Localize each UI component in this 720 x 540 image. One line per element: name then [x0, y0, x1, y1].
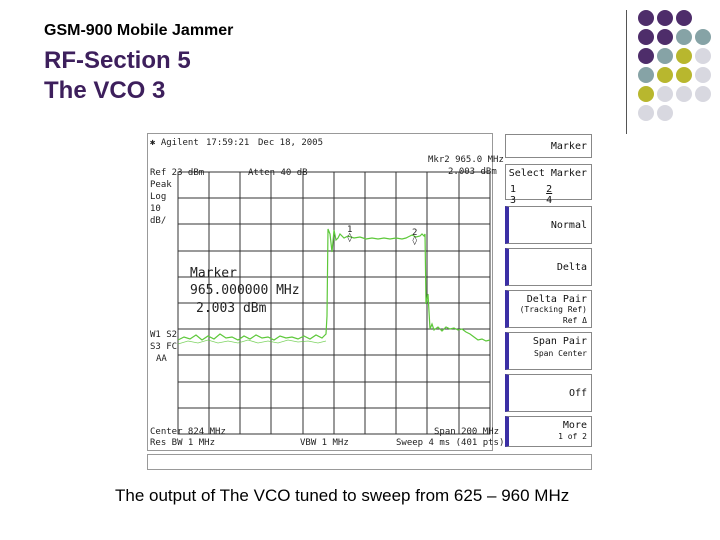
analyzer-mkr-value: 2.003 dBm — [448, 167, 497, 177]
slide-title: RF-Section 5 The VCO 3 — [44, 46, 191, 106]
analyzer-unit-label: dB/ — [150, 216, 167, 226]
analyzer-side-label: AA — [156, 354, 167, 364]
softkey-label: Delta — [556, 262, 587, 273]
decor-dot — [657, 105, 673, 121]
analyzer-scale-label: 10 — [150, 204, 161, 214]
analyzer-res-bw: Res BW 1 MHz — [150, 438, 216, 448]
softkey-options: Ref Δ — [562, 316, 587, 325]
decor-dot — [695, 86, 711, 102]
marker1-label: 1 — [347, 225, 353, 235]
softkey-sublabel: (Tracking Ref) — [519, 305, 587, 314]
softkey-sublabel: 1 of 2 — [558, 432, 587, 441]
decor-dot — [657, 48, 673, 64]
softkey-off[interactable]: Off — [505, 374, 592, 412]
decor-dot — [638, 86, 654, 102]
select-option-3[interactable]: 3 — [510, 195, 517, 206]
softkey-label: Off — [568, 388, 587, 399]
decor-dot — [638, 29, 654, 45]
decor-dot-grid — [638, 10, 718, 134]
marker-info-title: Marker — [190, 266, 237, 281]
analyzer-peak-label: Peak — [150, 180, 172, 190]
softkey-label: More — [562, 420, 587, 431]
decor-dot — [657, 86, 673, 102]
decor-dot — [676, 10, 692, 26]
select-option-1[interactable]: 1 — [510, 184, 517, 195]
analyzer-side-label: W1 S2 — [150, 330, 178, 340]
decor-dot — [695, 67, 711, 83]
marker2-symbol: ◊ — [412, 236, 418, 246]
softkey-label: Delta Pair — [526, 294, 587, 305]
softkey-label: Span Pair — [532, 336, 587, 347]
decor-dot — [657, 10, 673, 26]
slide-caption: The output of The VCO tuned to sweep fro… — [115, 486, 570, 505]
softkey-delta[interactable]: Delta — [505, 248, 592, 286]
select-option-2[interactable]: 2 — [546, 184, 553, 195]
select-option-4[interactable]: 4 — [546, 195, 553, 206]
analyzer-log-label: Log — [150, 192, 167, 202]
softkey-more[interactable]: More 1 of 2 — [505, 416, 592, 447]
decor-divider — [626, 10, 627, 134]
decor-dot — [657, 67, 673, 83]
analyzer-ref: Ref 23 dBm — [150, 168, 205, 178]
softkey-marker-title: Marker — [505, 134, 592, 158]
decor-dot — [676, 86, 692, 102]
select-marker-options: 1 2 3 4 — [510, 184, 591, 206]
marker2-label: 2 — [412, 228, 418, 238]
softkey-label: Select Marker — [508, 168, 587, 179]
softkey-select-marker[interactable]: Select Marker 1 2 3 4 — [505, 164, 592, 206]
slide-subtitle: GSM-900 Mobile Jammer — [44, 22, 234, 39]
decor-dot — [657, 29, 673, 45]
decor-dot — [638, 10, 654, 26]
analyzer-status-bar — [147, 454, 592, 470]
slide-title-line1: RF-Section 5 — [44, 47, 191, 74]
softkey-label: Normal — [550, 220, 587, 231]
analyzer-atten: Atten 40 dB — [248, 168, 308, 178]
decor-dot — [695, 29, 711, 45]
analyzer-plot — [177, 171, 491, 435]
decor-dot — [638, 105, 654, 121]
softkey-title-label: Marker — [550, 141, 587, 152]
decor-dot — [695, 48, 711, 64]
softkey-panel: Marker Select Marker 1 2 3 4 Normal Delt… — [505, 134, 592, 447]
decor-dot — [676, 48, 692, 64]
decor-dot — [676, 67, 692, 83]
analyzer-span: Span 200 MHz — [434, 427, 500, 437]
analyzer-time: 17:59:21 — [206, 138, 250, 148]
analyzer-date: Dec 18, 2005 — [258, 138, 324, 148]
marker-info-amp: 2.003 dBm — [196, 301, 267, 316]
analyzer-sweep: Sweep 4 ms (401 pts) — [396, 438, 505, 448]
softkey-span-pair[interactable]: Span Pair Span Center — [505, 332, 592, 370]
analyzer-brand: ✱ Agilent — [150, 138, 199, 148]
analyzer-mkr-readout: Mkr2 965.0 MHz — [428, 155, 504, 165]
decor-dot — [676, 29, 692, 45]
decor-dot — [638, 67, 654, 83]
analyzer-graticule — [177, 171, 491, 435]
analyzer-trace — [177, 228, 491, 342]
brand-name: Agilent — [160, 138, 199, 148]
analyzer-vbw: VBW 1 MHz — [300, 438, 349, 448]
softkey-normal[interactable]: Normal — [505, 206, 592, 244]
analyzer-center: Center 824 MHz — [150, 427, 226, 437]
analyzer-trace-noise — [177, 339, 327, 345]
softkey-options: Span Center — [534, 349, 587, 358]
marker-info-freq: 965.000000 MHz — [190, 283, 300, 298]
slide-title-line2: The VCO 3 — [44, 77, 166, 104]
analyzer-side-label: S3 FC — [150, 342, 178, 352]
decor-dot — [638, 48, 654, 64]
softkey-delta-pair[interactable]: Delta Pair (Tracking Ref) Ref Δ — [505, 290, 592, 328]
analyzer-screen: ✱ Agilent 17:59:21 Dec 18, 2005 Ref 23 d… — [147, 133, 504, 451]
marker1-symbol: ◊ — [347, 233, 353, 243]
